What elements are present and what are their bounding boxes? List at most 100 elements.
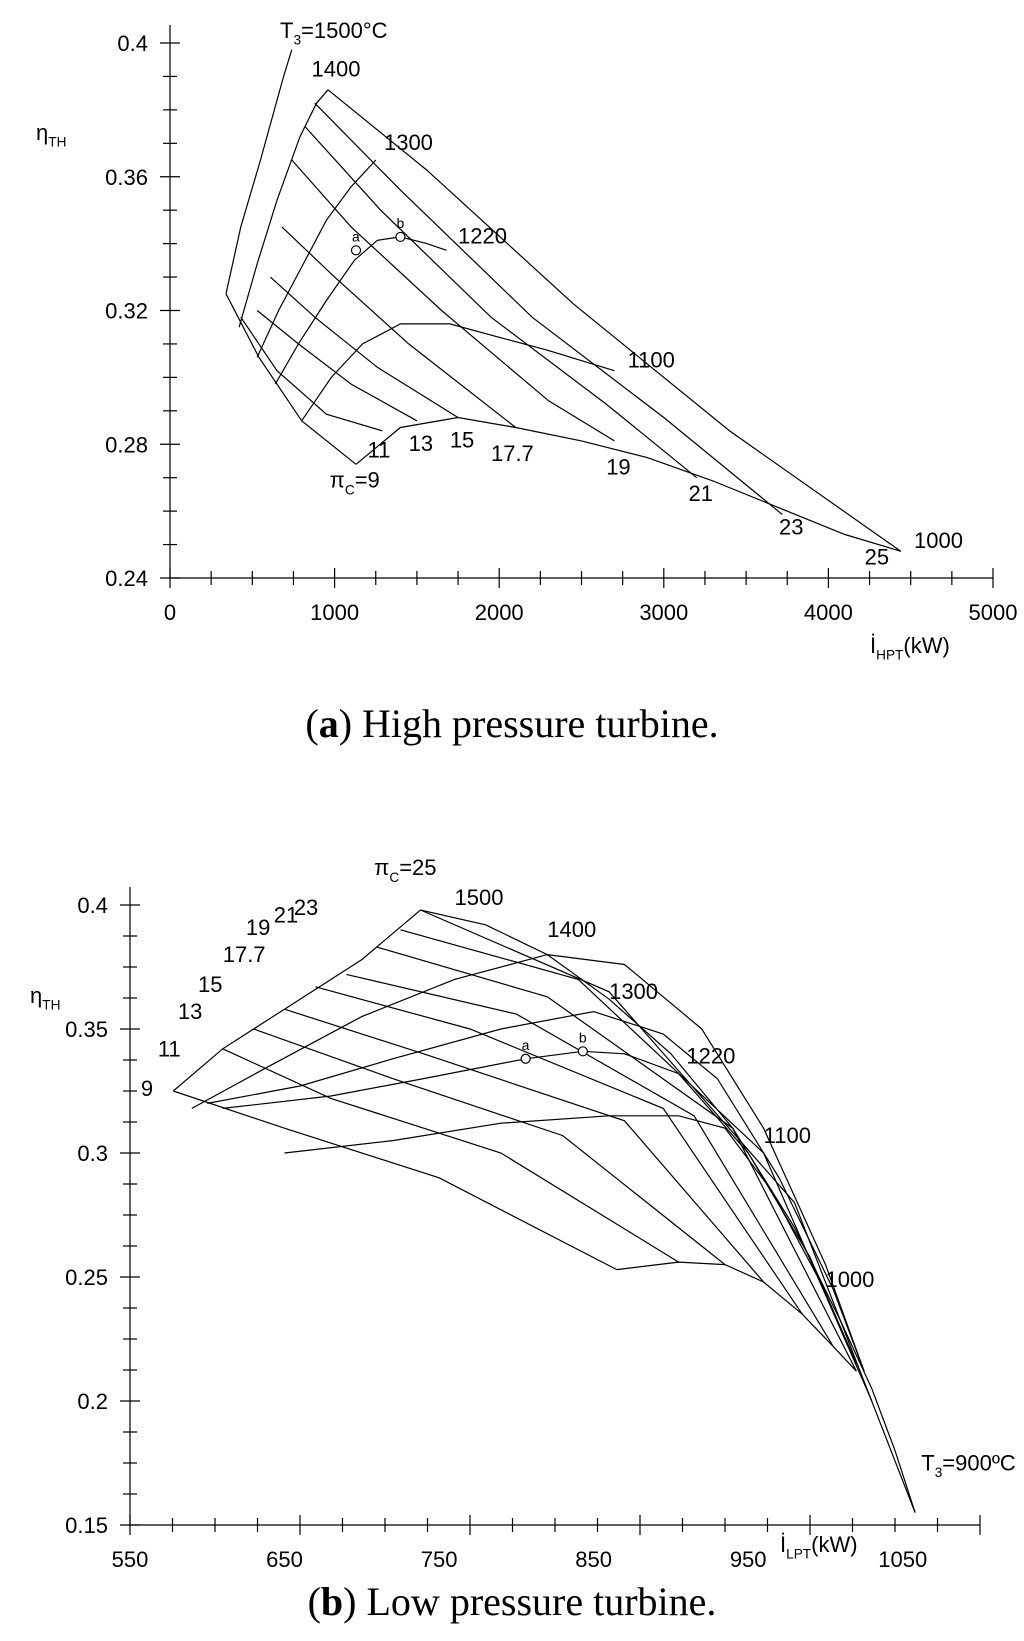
chart-a-y-tick-label: 0.4 — [117, 31, 148, 56]
chart-a-pi-label: 13 — [409, 431, 433, 456]
chart-b-y-tick-label: 0.15 — [65, 1513, 108, 1538]
chart-a-x-label: İHPT(kW) — [870, 633, 950, 663]
chart-a-pi-curve-15 — [269, 276, 459, 419]
chart-b-t3-label: 1500 — [455, 885, 504, 910]
chart-b-pi-label: 11 — [158, 1036, 181, 1061]
chart-b-t3-curve-1220 — [222, 1050, 857, 1365]
chart-a-t3-curve-1000 — [355, 416, 901, 552]
chart-b-point-b — [577, 1046, 588, 1057]
chart-a-pi-curve-25 — [327, 89, 902, 552]
chart-b-x-tick-label: 550 — [112, 1547, 149, 1570]
caption-a: (a) High pressure turbine. — [305, 701, 719, 746]
chart-a-point-b — [395, 231, 406, 243]
chart-b-y-tick-label: 0.35 — [65, 1017, 108, 1042]
chart-b-pi-label: 17.7 — [223, 942, 266, 967]
chart-a-t3-label: 1000 — [914, 528, 963, 553]
chart-a-t3-curve-1220 — [274, 236, 447, 385]
chart-b-pi-curve-11 — [222, 1048, 679, 1263]
chart-b-point-label-b: b — [579, 1029, 587, 1045]
chart-b-pi-curve-21 — [377, 946, 857, 1372]
chart-a-pi-label: 23 — [779, 515, 803, 540]
chart-a-pi-curve-21 — [304, 126, 698, 479]
chart-b-pi-label: 15 — [198, 972, 222, 997]
chart-a-pi-label: 15 — [450, 428, 474, 453]
chart-b-point-a — [520, 1053, 531, 1064]
chart-b-x-tick-label: 1050 — [878, 1547, 927, 1570]
chart-a-pi-curve-9 — [225, 293, 357, 465]
chart-a-t3-curve-1400 — [238, 89, 329, 328]
chart-a-pi-label: 17.7 — [491, 441, 534, 466]
chart-b-x-tick-label: 650 — [266, 1547, 303, 1570]
chart-a-y-tick-label: 0.36 — [105, 165, 148, 190]
chart-a-t3-title: T3=1500°C — [280, 18, 388, 48]
chart-b-t3-curve-1300 — [207, 1010, 865, 1372]
chart-b-pi-label: 21 — [274, 902, 298, 927]
chart-b-pi-curve-25 — [420, 909, 916, 1513]
chart-a-pi-curve-11 — [240, 316, 383, 432]
chart-b-pi-curve-19 — [346, 973, 834, 1347]
caption-b: (b) Low pressure turbine. — [307, 1579, 717, 1624]
chart-a-t3-curve-1300 — [256, 159, 377, 358]
chart-b-t3-label: 1100 — [764, 1123, 811, 1148]
chart-b-pi-curve-9 — [173, 1090, 618, 1271]
chart-b-point-label-a: a — [522, 1037, 530, 1053]
chart-a-pi-label: 19 — [606, 454, 630, 479]
chart-a-pi-curve-23 — [314, 102, 783, 515]
caption-b-letter: b — [320, 1579, 344, 1624]
chart-b-x-tick-label: 750 — [421, 1547, 458, 1570]
chart-b-pi-curve-23 — [400, 929, 873, 1402]
chart-b-t3-label: 1300 — [609, 979, 658, 1004]
chart-a-point-label-b: b — [396, 215, 404, 231]
chart-a-x-tick-label: 1000 — [310, 600, 359, 625]
chart-b-pi-curve-15 — [284, 1008, 765, 1283]
chart-a-y-tick-label: 0.32 — [105, 299, 148, 324]
chart-b-t3-label: 1000 — [825, 1267, 874, 1292]
chart-b-y-tick-label: 0.3 — [77, 1141, 108, 1166]
chart-a-y-tick-label: 0.28 — [105, 432, 148, 457]
chart-b-svg: 550 650 750 850 950 1050 0.15 0.2 0.25 0.3 0.35 0.4… — [30, 855, 1016, 1570]
chart-b-x-tick-label: 950 — [730, 1547, 767, 1570]
chart-a-t3-label: 1400 — [312, 56, 361, 81]
chart-b-t3-curve-1100 — [284, 1115, 857, 1365]
chart-b-y-label: ηTH — [30, 983, 60, 1013]
chart-a-y-tick-label: 0.24 — [105, 566, 148, 591]
chart-b-y-tick-label: 0.2 — [77, 1389, 108, 1414]
chart-b-t3-curve-1000 — [616, 1261, 857, 1372]
chart-b-pi-curve-17-7 — [315, 986, 803, 1315]
chart-a-y-label: ηTH — [36, 120, 66, 150]
chart-a-point-label-a: a — [352, 228, 360, 244]
chart-b-x-tick-label: 850 — [575, 1547, 612, 1570]
chart-a-pi-label: 25 — [865, 545, 889, 570]
chart-a-x-tick-label: 3000 — [639, 600, 688, 625]
chart-panel-a: 0 1000 2000 3000 4000 5000 0.24 0.28 0.32 0.36 0.4… — [0, 0, 1024, 680]
chart-b-t3-bottom-label: T3=900ºC — [921, 1450, 1016, 1480]
chart-a-t3-label: 1300 — [384, 130, 433, 155]
chart-a-t3-curve-1100 — [301, 323, 615, 422]
chart-b-t3-curve-1500 — [172, 909, 916, 1513]
chart-a-t3-label: 1100 — [628, 347, 675, 372]
chart-a-pi-curve-19 — [291, 159, 615, 442]
caption-a-letter: a — [318, 701, 339, 746]
chart-b-x-label: İLPT(kW) — [780, 1532, 858, 1562]
chart-b-t3-curve-1400 — [191, 953, 865, 1372]
chart-a-pi-title: πC=9 — [330, 468, 380, 498]
chart-a-pi-curve-13 — [256, 310, 418, 422]
chart-a-svg: 0 1000 2000 3000 4000 5000 0.24 0.28 0.32 0.36 0.4… — [36, 18, 1017, 663]
chart-a-point-a — [350, 245, 362, 256]
chart-b-pi-label: 13 — [178, 999, 202, 1024]
caption-b-text: Low pressure turbine. — [366, 1579, 717, 1624]
chart-b-pi-label: 19 — [246, 915, 270, 940]
chart-a-t3-label: 1220 — [458, 224, 507, 249]
chart-a-x-tick-label: 2000 — [475, 600, 524, 625]
chart-a-pi-label: 21 — [688, 481, 712, 506]
chart-panel-b: 550 650 750 850 950 1050 0.15 0.2 0.25 0.3 0.35 0.4… — [0, 820, 1024, 1570]
chart-a-t3-curve-1500 — [225, 49, 293, 294]
chart-a-x-tick-label: 4000 — [804, 600, 853, 625]
chart-b-pi-title: πC=25 — [374, 855, 436, 885]
chart-b-pi-curve-13 — [253, 1028, 726, 1266]
caption-a-text: High pressure turbine. — [362, 701, 719, 746]
chart-a-x-tick-label: 0 — [164, 600, 176, 625]
chart-a-pi-label: 11 — [368, 438, 391, 463]
chart-b-pi-label: 23 — [294, 895, 318, 920]
chart-b-t3-label: 1220 — [686, 1044, 735, 1069]
